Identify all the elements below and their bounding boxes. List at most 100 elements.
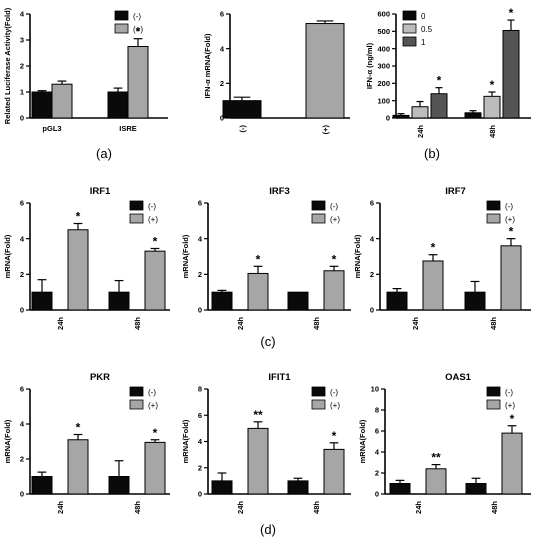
bar-(+)-48h <box>500 245 522 311</box>
y-tick-label: 2 <box>198 270 202 279</box>
legend-swatch <box>402 36 417 47</box>
chart-title: OAS1 <box>445 372 472 383</box>
x-tick-label: 24h <box>56 501 65 514</box>
chart-c1: IRF1 0 2 4 6 mRNA(Fold) * 24h * 48h (-) (+) <box>3 186 170 330</box>
legend-label: (+) <box>148 215 158 224</box>
y-tick-label: 0 <box>375 490 379 499</box>
y-axis-label: mRNA(Fold) <box>181 234 190 278</box>
y-tick-label: 2 <box>370 270 374 279</box>
legend-swatch <box>486 213 501 224</box>
significance-mark: * <box>509 6 514 20</box>
bar-(+)-48h <box>144 250 166 311</box>
y-tick-label: 6 <box>20 385 24 394</box>
x-tick-label: 24h <box>56 317 65 330</box>
bar-0-48h <box>464 112 482 119</box>
bar-1-24h <box>430 93 448 119</box>
y-axis-label: Related Luciferase Activity(Fold) <box>3 7 12 124</box>
chart-a1: 0 1 2 3 4 Related Luciferase Activity(Fold) pG… <box>3 7 168 133</box>
significance-mark: * <box>490 78 495 92</box>
x-tick-label: 24h <box>236 317 245 330</box>
legend-swatch <box>402 10 417 21</box>
y-tick-label: 4 <box>220 44 225 53</box>
bar-(-)-pGL3 <box>31 91 53 119</box>
chart-title: IRF7 <box>445 186 466 197</box>
bar-(-)-48h <box>287 480 309 495</box>
bar-(+)-pGL3 <box>51 83 73 119</box>
bar-0.5-24h <box>411 106 429 119</box>
bar-(-)-48h <box>464 291 486 311</box>
chart-b: 0 100 200 300 400 500 600 IFN-α (ng/ml) * 24h * * 48… <box>365 6 531 138</box>
legend-label: (-) <box>505 202 513 211</box>
y-tick-label: 300 <box>377 62 390 71</box>
legend-label: (-) <box>133 12 141 21</box>
legend-label: (+) <box>505 401 515 410</box>
legend-swatch <box>129 213 144 224</box>
bar-(+)-24h <box>422 260 444 311</box>
y-tick-label: 100 <box>377 96 390 105</box>
y-tick-label: 500 <box>377 27 390 36</box>
chart-title: IRF3 <box>269 186 290 197</box>
y-axis-label: mRNA(Fold) <box>3 234 12 278</box>
bar-0.5-48h <box>483 95 501 119</box>
significance-mark: * <box>153 234 158 248</box>
legend-swatch <box>402 23 417 34</box>
y-tick-label: 8 <box>198 385 202 394</box>
bar-(+)-24h <box>67 439 89 495</box>
y-tick-label: 200 <box>377 79 390 88</box>
chart-a2: 0 2 4 6 IFN-α mRNA(Fold) (-) (+) <box>203 10 350 134</box>
bar-(+)-48h <box>323 270 345 311</box>
y-tick-label: 0 <box>20 490 24 499</box>
x-tick-label: 24h <box>236 501 245 514</box>
legend-label: (+) <box>133 25 143 34</box>
significance-mark: * <box>256 252 261 266</box>
y-tick-label: 4 <box>20 234 25 243</box>
legend-label: 0.5 <box>421 25 433 34</box>
y-tick-label: 6 <box>220 10 224 19</box>
bar-(+)-48h <box>501 432 523 495</box>
y-tick-label: 0 <box>370 306 374 315</box>
legend-label: 0 <box>421 12 426 21</box>
y-tick-label: 4 <box>20 420 25 429</box>
y-tick-label: 4 <box>370 234 375 243</box>
x-tick-label: 48h <box>133 501 142 514</box>
y-tick-label: 2 <box>375 469 379 478</box>
y-tick-label: 6 <box>370 199 374 208</box>
legend-label: (-) <box>330 202 338 211</box>
y-tick-label: 2 <box>20 62 24 71</box>
y-tick-label: 6 <box>20 199 24 208</box>
bar-(-)-24h <box>211 291 233 311</box>
legend-swatch <box>311 200 326 211</box>
y-tick-label: 8 <box>375 406 379 415</box>
chart-d1: PKR 0 2 4 6 mRNA(Fold) * 24h * 48h (-) (+) <box>3 372 170 514</box>
chart-title: IFIT1 <box>268 372 291 383</box>
bar-(-)-48h <box>287 291 309 311</box>
x-tick-label: 24h <box>416 125 425 138</box>
y-tick-label: 4 <box>198 234 203 243</box>
x-tick-label: pGL3 <box>42 124 61 133</box>
y-axis-label: IFN-α mRNA(Fold) <box>203 33 212 99</box>
bar-(+)-48h <box>323 448 345 495</box>
y-tick-label: 0 <box>20 114 24 123</box>
bar-(-)-24h <box>389 483 411 495</box>
y-tick-label: 6 <box>198 199 202 208</box>
y-tick-label: 10 <box>371 385 379 394</box>
bar-0-24h <box>392 114 410 119</box>
legend-label: 1 <box>421 38 426 47</box>
legend-swatch <box>114 23 129 34</box>
y-tick-label: 3 <box>20 36 24 45</box>
legend-label: (+) <box>148 401 158 410</box>
legend-swatch <box>129 399 144 410</box>
bar-1-48h <box>502 29 520 119</box>
significance-mark: * <box>76 421 81 435</box>
x-tick-label: (+) <box>321 124 330 134</box>
significance-mark: * <box>437 74 442 88</box>
y-tick-label: 0 <box>198 306 202 315</box>
y-tick-label: 600 <box>377 10 390 19</box>
y-tick-label: 6 <box>198 411 202 420</box>
legend-label: (-) <box>505 388 513 397</box>
x-tick-label: ISRE <box>119 124 137 133</box>
bar-(-)-24h <box>211 480 233 495</box>
panel-label-c: (c) <box>260 334 275 349</box>
y-axis-label: IFN-α (ng/ml) <box>365 42 374 89</box>
